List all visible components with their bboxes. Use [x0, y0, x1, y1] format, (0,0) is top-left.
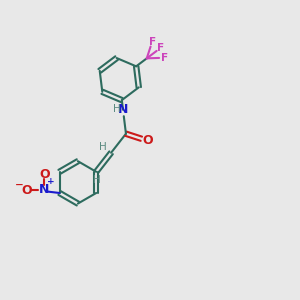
Text: −: − — [15, 180, 23, 190]
Text: N: N — [118, 103, 128, 116]
Text: F: F — [161, 53, 168, 63]
Text: O: O — [142, 134, 153, 147]
Text: F: F — [157, 43, 164, 53]
Text: O: O — [21, 184, 32, 196]
Text: F: F — [148, 37, 156, 46]
Text: N: N — [39, 183, 50, 196]
Text: H: H — [93, 175, 101, 185]
Text: +: + — [47, 177, 55, 186]
Text: H: H — [113, 104, 121, 114]
Text: O: O — [39, 168, 50, 181]
Text: H: H — [99, 142, 107, 152]
